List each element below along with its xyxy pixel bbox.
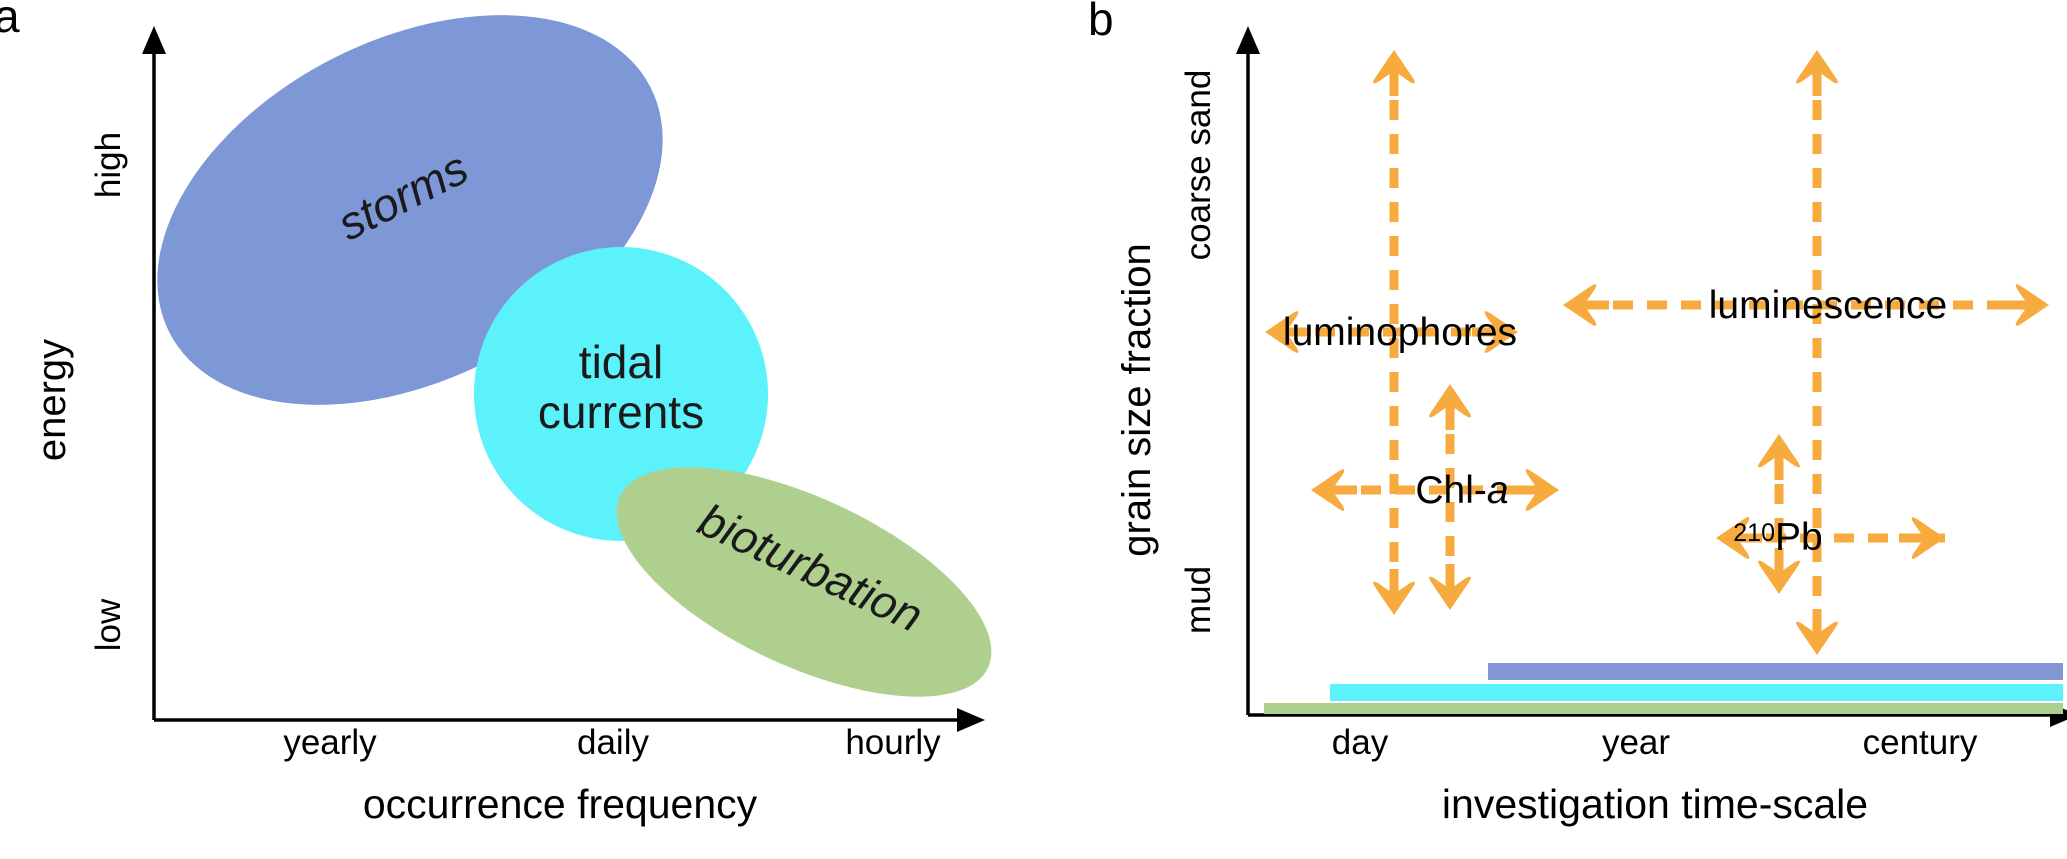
svg-text:day: day (1332, 723, 1389, 762)
svg-text:low: low (89, 598, 128, 651)
svg-text:investigation time-scale: investigation time-scale (1442, 781, 1868, 827)
svg-text:a: a (0, 0, 20, 42)
svg-text:year: year (1602, 723, 1670, 762)
svg-text:currents: currents (538, 386, 704, 438)
svg-text:high: high (89, 132, 128, 198)
svg-text:luminescence: luminescence (1709, 284, 1947, 327)
svg-text:hourly: hourly (845, 723, 941, 762)
svg-text:mud: mud (1179, 566, 1218, 634)
svg-text:b: b (1088, 0, 1114, 45)
svg-text:occurrence frequency: occurrence frequency (363, 781, 758, 827)
svg-text:grain size fraction: grain size fraction (1115, 243, 1159, 556)
svg-text:daily: daily (577, 723, 649, 762)
svg-text:energy: energy (30, 339, 74, 461)
svg-text:yearly: yearly (283, 723, 377, 762)
svg-text:century: century (1863, 723, 1978, 762)
svg-text:luminophores: luminophores (1283, 311, 1517, 354)
svg-text:Chl-a: Chl-a (1415, 469, 1508, 512)
svg-text:coarse sand: coarse sand (1179, 70, 1218, 261)
svg-text:tidal: tidal (579, 336, 663, 388)
